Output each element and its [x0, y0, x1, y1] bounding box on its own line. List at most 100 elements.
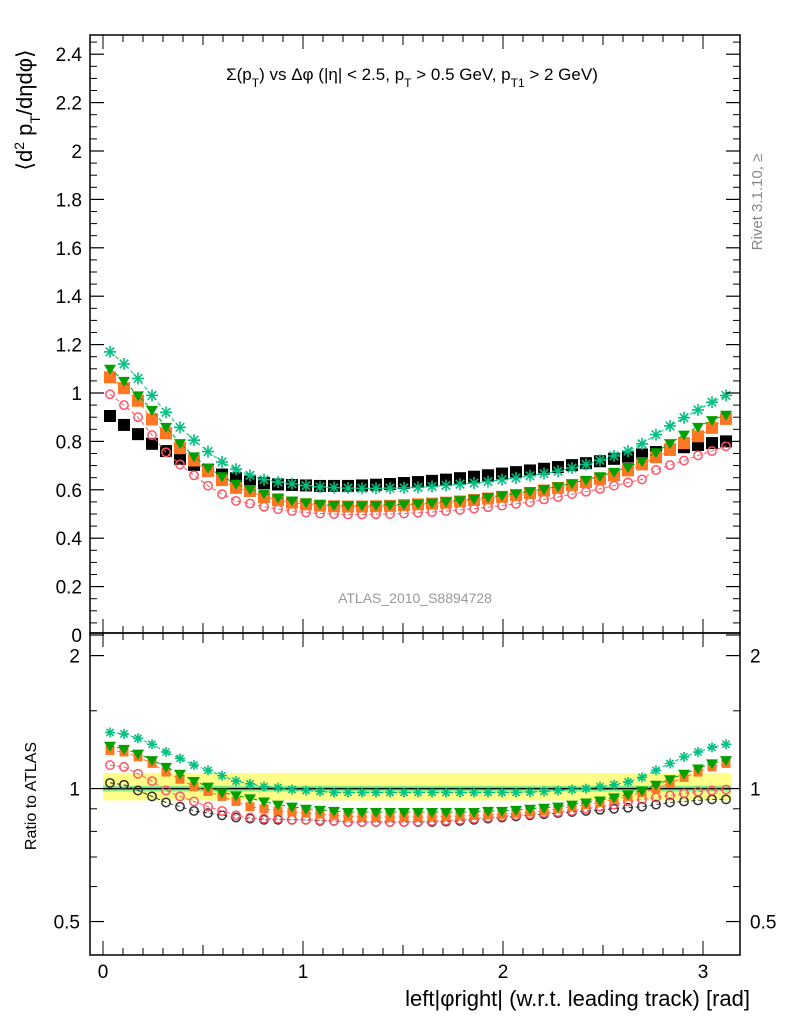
data-point	[105, 389, 115, 400]
series-3-triangle-down	[104, 364, 732, 512]
ratio-panel-axes: 0.5 0.5 1 1 2 2 0 1 2 3	[54, 633, 776, 983]
main-y-axis-title: ⟨d2 pT/dηdφ⟩	[11, 49, 43, 170]
data-point	[286, 802, 298, 813]
data-point	[721, 739, 731, 750]
data-point	[482, 806, 494, 817]
data-point	[538, 485, 550, 496]
data-point	[679, 751, 689, 762]
data-point	[524, 487, 536, 498]
data-point	[678, 437, 690, 450]
data-point	[203, 480, 213, 491]
data-point	[202, 463, 214, 474]
data-point	[119, 779, 129, 790]
data-point	[636, 437, 648, 450]
data-point	[678, 411, 690, 424]
data-point	[244, 485, 256, 496]
data-point	[342, 482, 354, 495]
data-point	[609, 779, 619, 790]
data-point	[510, 805, 522, 816]
data-point	[665, 790, 675, 801]
data-point	[651, 792, 661, 803]
data-point	[721, 794, 731, 805]
data-point	[496, 473, 508, 486]
data-point	[496, 491, 508, 502]
data-point	[651, 799, 661, 810]
x-tick-label: 2	[498, 962, 509, 983]
data-point	[146, 437, 158, 450]
data-point	[118, 376, 130, 387]
data-point	[132, 749, 144, 760]
data-point	[693, 747, 703, 758]
data-point	[189, 796, 199, 807]
data-point	[706, 759, 718, 770]
data-point	[175, 459, 185, 470]
data-point	[188, 434, 200, 447]
analysis-watermark: ATLAS_2010_S8894728	[338, 590, 492, 606]
y-tick-label: 1	[71, 384, 82, 405]
data-point	[259, 813, 269, 824]
data-point	[217, 770, 227, 781]
series-1-line	[109, 393, 727, 515]
data-point	[384, 808, 396, 819]
data-point	[300, 804, 312, 815]
data-point	[230, 791, 242, 802]
data-point	[413, 787, 423, 798]
data-point	[637, 474, 647, 485]
data-point	[581, 783, 591, 794]
data-point	[707, 785, 717, 796]
data-point	[637, 801, 647, 812]
data-point	[384, 500, 396, 511]
data-point	[622, 463, 634, 474]
data-point	[272, 476, 284, 489]
data-point	[272, 800, 284, 811]
data-point	[552, 802, 564, 813]
ratio-panel-series	[104, 727, 732, 827]
data-point	[440, 479, 452, 492]
data-point	[398, 808, 410, 819]
data-point	[707, 742, 717, 753]
series-4-star	[105, 727, 731, 798]
data-point	[679, 788, 689, 799]
data-point	[203, 765, 213, 776]
data-point	[692, 403, 704, 416]
main-plot-frame	[89, 34, 741, 634]
data-point	[426, 480, 438, 493]
data-point	[286, 477, 298, 490]
data-point	[664, 775, 676, 786]
data-point	[651, 765, 661, 776]
data-point	[104, 409, 116, 422]
data-point	[720, 410, 732, 421]
y-tick-label: 1.2	[56, 336, 82, 357]
data-point	[315, 786, 325, 797]
ratio-plot-frame	[89, 632, 741, 956]
data-point	[371, 787, 381, 798]
data-point	[203, 808, 213, 819]
data-point	[552, 465, 564, 478]
data-point	[524, 469, 536, 482]
x-axis-title: left|φright| (w.r.t. leading track) [rad…	[405, 986, 750, 1011]
data-point	[259, 501, 269, 512]
data-point	[426, 808, 438, 819]
data-point	[385, 787, 395, 798]
data-point	[398, 481, 410, 494]
data-point	[119, 400, 129, 411]
y-tick-label: 0.8	[56, 432, 82, 453]
data-point	[161, 785, 171, 796]
data-point	[244, 469, 256, 482]
y-tick-label: 0.2	[56, 578, 82, 599]
x-tick-label: 0	[98, 962, 109, 983]
y-tick-label: 1.4	[56, 287, 83, 308]
data-point	[216, 472, 228, 483]
data-point	[104, 345, 116, 358]
series-3-line	[109, 745, 727, 813]
data-point	[412, 808, 424, 819]
data-point	[314, 500, 326, 511]
y-tick-label: 0.4	[56, 529, 83, 550]
ratio-y-tick-label: 2	[69, 647, 80, 668]
data-point	[566, 800, 578, 811]
data-point	[440, 497, 452, 508]
data-point	[441, 787, 451, 798]
y-tick-label: 0.6	[56, 481, 82, 502]
data-point	[398, 500, 410, 511]
data-point	[706, 416, 718, 427]
